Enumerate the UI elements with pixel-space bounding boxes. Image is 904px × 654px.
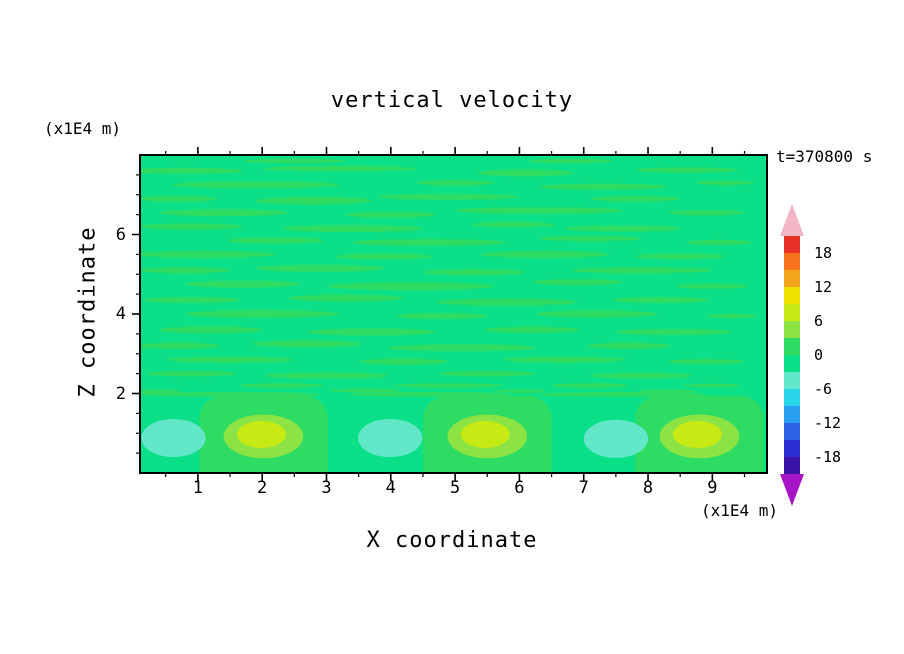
colorbar-tick-label: 12 bbox=[814, 278, 832, 296]
x-axis-title: X coordinate bbox=[366, 528, 538, 553]
x-axis-units-label: (x1E4 m) bbox=[700, 501, 778, 520]
time-annotation: t=370800 s bbox=[776, 147, 873, 166]
colorbar: 18 12 6 0 -6 -12 -18 bbox=[780, 204, 841, 506]
colorbar-tick-label: 18 bbox=[814, 244, 832, 262]
colorbar-tick-label: 6 bbox=[814, 312, 823, 330]
y-axis-title: Z coordinate bbox=[75, 226, 101, 398]
plot-title: vertical velocity bbox=[330, 88, 574, 113]
contour-field bbox=[132, 147, 768, 481]
y-axis-units-label: (x1E4 m) bbox=[44, 119, 122, 138]
colorbar-arrow-low bbox=[780, 474, 804, 506]
colorbar-tick-label: -18 bbox=[814, 448, 841, 466]
colorbar-tick-label: -12 bbox=[814, 414, 841, 432]
colorbar-tick-label: 0 bbox=[814, 346, 823, 364]
colorbar-arrow-high bbox=[780, 204, 804, 236]
colorbar-tick-label: -6 bbox=[814, 380, 832, 398]
